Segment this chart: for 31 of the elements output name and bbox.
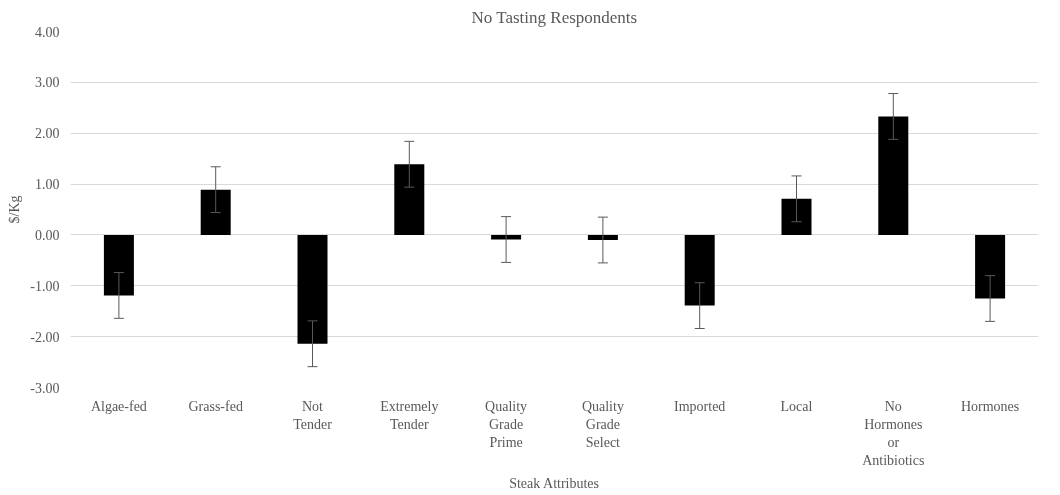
x-tick-label: Local	[780, 398, 813, 414]
y-tick-label: 0.00	[35, 227, 60, 243]
y-tick-label: 1.00	[35, 177, 60, 193]
x-tick-label: Algae-fed	[90, 398, 147, 414]
y-tick-label: 3.00	[35, 75, 60, 91]
bar	[878, 116, 909, 235]
bar	[975, 234, 1006, 299]
bar	[684, 234, 715, 306]
y-tick-label: 2.00	[35, 126, 60, 142]
bar	[394, 164, 425, 235]
y-tick-label: -3.00	[30, 380, 60, 396]
chart-title: No Tasting Respondents	[471, 7, 638, 27]
x-tick-label: Hormones	[960, 398, 1020, 414]
x-tick-label: Quality Grade Select	[581, 398, 624, 450]
x-tick-label: No Hormones or Antibiotics	[862, 398, 925, 468]
y-tick-label: 4.00	[35, 24, 60, 40]
bar	[781, 198, 812, 235]
y-axis-title: $/Kg	[7, 195, 23, 224]
x-axis-title: Steak Attributes	[509, 475, 600, 491]
y-tick-label: -1.00	[30, 278, 60, 294]
bar	[297, 234, 328, 344]
x-tick-label: Extremely Tender	[380, 398, 439, 432]
bar	[587, 234, 618, 241]
x-tick-label: Grass-fed	[188, 398, 243, 414]
bar	[200, 189, 231, 235]
bar	[103, 234, 134, 296]
x-tick-label: Not Tender	[293, 398, 333, 432]
x-tick-label: Imported	[674, 398, 726, 414]
bar	[491, 234, 522, 240]
y-tick-label: -2.00	[30, 329, 60, 345]
x-tick-label: Quality Grade Prime	[485, 398, 528, 450]
